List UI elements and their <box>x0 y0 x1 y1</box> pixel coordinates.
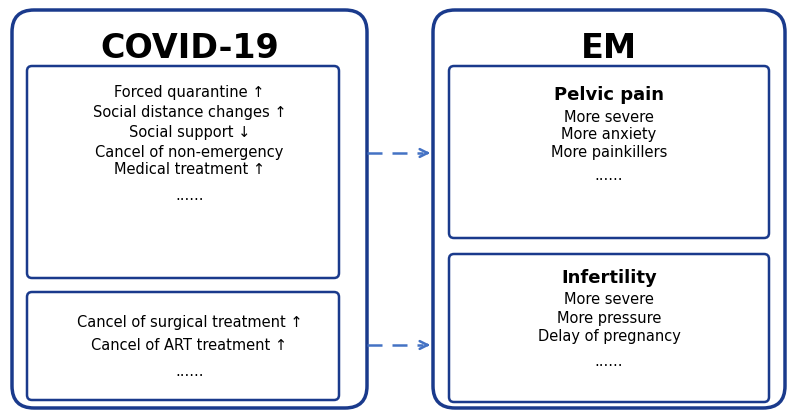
FancyBboxPatch shape <box>449 254 769 402</box>
Text: Cancel of surgical treatment ↑: Cancel of surgical treatment ↑ <box>77 316 302 331</box>
FancyBboxPatch shape <box>433 10 785 408</box>
Text: Cancel of non-emergency: Cancel of non-emergency <box>95 145 284 161</box>
Text: EM: EM <box>581 31 637 64</box>
Text: Cancel of ART treatment ↑: Cancel of ART treatment ↑ <box>91 337 287 352</box>
Text: Delay of pregnancy: Delay of pregnancy <box>538 329 681 344</box>
Text: Infertility: Infertility <box>561 269 657 287</box>
Text: Medical treatment ↑: Medical treatment ↑ <box>114 163 265 178</box>
FancyBboxPatch shape <box>27 292 339 400</box>
FancyBboxPatch shape <box>27 66 339 278</box>
Text: COVID-19: COVID-19 <box>100 31 279 64</box>
Text: More severe: More severe <box>564 293 654 308</box>
Text: ......: ...... <box>594 168 623 184</box>
Text: Pelvic pain: Pelvic pain <box>554 86 664 104</box>
Text: More painkillers: More painkillers <box>551 145 667 161</box>
Text: More severe: More severe <box>564 110 654 125</box>
Text: More anxiety: More anxiety <box>562 127 657 143</box>
Text: More pressure: More pressure <box>557 311 661 326</box>
FancyBboxPatch shape <box>449 66 769 238</box>
Text: Social support ↓: Social support ↓ <box>129 125 250 140</box>
Text: ......: ...... <box>175 364 204 380</box>
Text: ......: ...... <box>175 189 204 204</box>
Text: Social distance changes ↑: Social distance changes ↑ <box>93 105 286 120</box>
Text: Forced quarantine ↑: Forced quarantine ↑ <box>114 86 265 100</box>
FancyBboxPatch shape <box>12 10 367 408</box>
Text: ......: ...... <box>594 354 623 370</box>
